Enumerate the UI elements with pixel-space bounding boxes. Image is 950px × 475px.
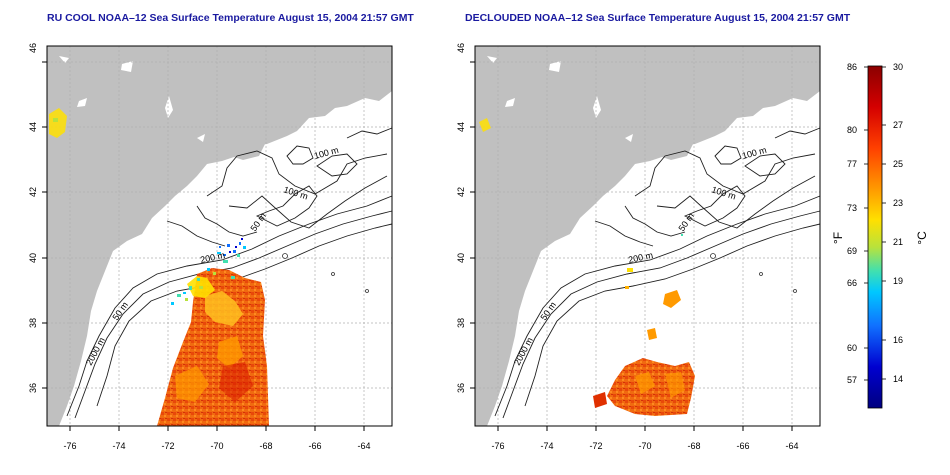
left-map-title: RU COOL NOAA–12 Sea Surface Temperature … [47,12,414,24]
x-tick-label: -74 [112,441,125,451]
y-tick-label: 36 [456,383,466,393]
fahrenheit-tick: 57 [847,375,857,385]
celsius-unit-label: °C [915,231,929,245]
x-tick-label: -70 [638,441,651,451]
y-tick-label: 40 [28,253,38,263]
right-sst-data [479,118,695,416]
y-tick-label: 44 [456,122,466,132]
y-tick-label: 46 [28,43,38,53]
colorbar: 86 80 77 73 69 66 60 57 30 27 25 23 21 1… [831,62,929,409]
celsius-tick: 14 [893,374,903,384]
fahrenheit-unit-label: °F [831,232,845,244]
y-tick-label: 38 [456,318,466,328]
x-tick-label: -72 [589,441,602,451]
colorbar-gradient [867,65,883,409]
fahrenheit-tick: 80 [847,125,857,135]
celsius-tick: 30 [893,62,903,72]
right-x-axis: -76 -74 -72 -70 -68 -66 -64 [491,441,798,451]
y-tick-label: 46 [456,43,466,53]
left-sst-data [49,108,269,426]
right-y-axis: 36 38 40 42 44 46 [456,43,466,393]
fahrenheit-tick: 66 [847,278,857,288]
celsius-tick: 21 [893,237,903,247]
celsius-tick: 25 [893,159,903,169]
x-tick-label: -68 [259,441,272,451]
left-y-axis: 36 38 40 42 44 46 [28,43,38,393]
right-map-panel: 100 m 100 m 50 m 200 m 50 m 2000 m [474,45,821,427]
x-tick-label: -68 [687,441,700,451]
y-tick-label: 42 [28,187,38,197]
y-tick-label: 38 [28,318,38,328]
x-tick-label: -74 [540,441,553,451]
x-tick-label: -64 [357,441,370,451]
x-tick-label: -70 [210,441,223,451]
x-tick-label: -76 [63,441,76,451]
celsius-tick: 19 [893,276,903,286]
left-map-panel: 100 m 100 m 50 m 200 m 50 m 2000 m [46,45,393,427]
fahrenheit-tick: 86 [847,62,857,72]
fahrenheit-tick: 69 [847,246,857,256]
y-tick-label: 42 [456,187,466,197]
fahrenheit-tick: 77 [847,159,857,169]
celsius-tick: 23 [893,198,903,208]
x-tick-label: -72 [161,441,174,451]
fahrenheit-tick: 60 [847,343,857,353]
y-tick-label: 40 [456,253,466,263]
x-tick-label: -66 [736,441,749,451]
celsius-tick: 27 [893,120,903,130]
y-tick-label: 36 [28,383,38,393]
fahrenheit-tick: 73 [847,203,857,213]
x-tick-label: -64 [785,441,798,451]
left-x-axis: -76 -74 -72 -70 -68 -66 -64 [63,441,370,451]
celsius-tick: 16 [893,335,903,345]
x-tick-label: -76 [491,441,504,451]
y-tick-label: 44 [28,122,38,132]
right-map-title: DECLOUDED NOAA–12 Sea Surface Temperatur… [465,12,851,24]
x-tick-label: -66 [308,441,321,451]
